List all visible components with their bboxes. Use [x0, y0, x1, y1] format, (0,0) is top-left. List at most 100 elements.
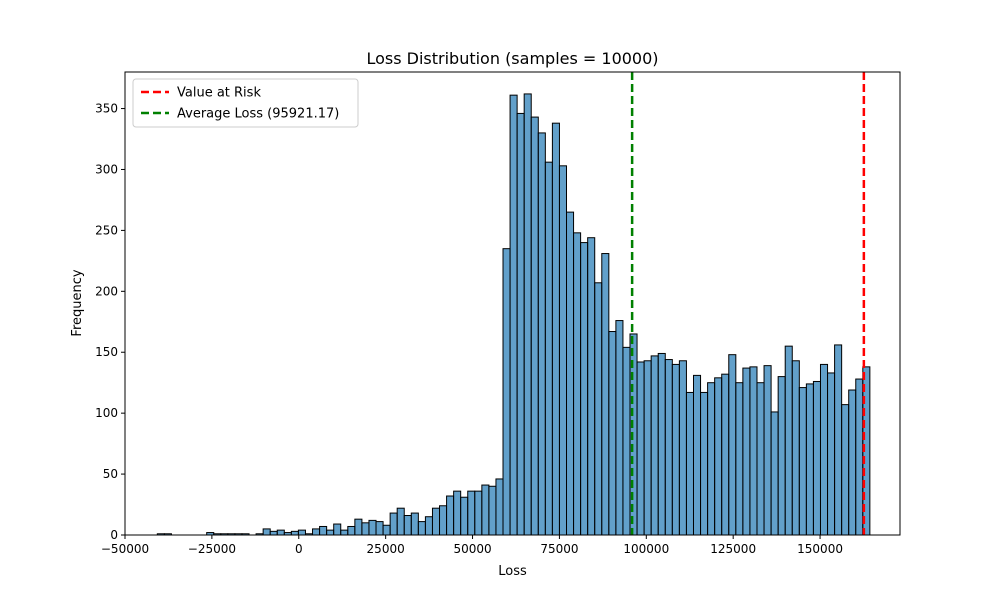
histogram-bar: [544, 161, 553, 536]
histogram-bar: [495, 478, 504, 536]
histogram-bar: [805, 383, 814, 536]
x-tick-label: 125000: [710, 542, 756, 556]
histogram-bar: [516, 112, 525, 536]
histogram-bar: [728, 354, 737, 536]
histogram-bar: [530, 116, 539, 536]
histogram-bar: [558, 165, 568, 536]
histogram-bar: [848, 389, 857, 536]
y-tick-label: 250: [95, 223, 118, 237]
histogram-bar: [700, 391, 709, 536]
histogram-bar: [566, 211, 575, 536]
histogram-bar: [403, 515, 412, 536]
histogram-bar: [841, 404, 850, 536]
x-tick-label: 0: [295, 542, 303, 556]
chart-title: Loss Distribution (samples = 10000): [366, 49, 658, 68]
x-tick-label: 25000: [367, 542, 405, 556]
histogram-bar: [587, 237, 596, 536]
histogram-bar: [537, 132, 546, 536]
histogram-bar: [467, 490, 476, 536]
histogram-bar: [692, 374, 702, 536]
histogram-bar: [756, 382, 765, 536]
y-axis-label: Frequency: [70, 269, 85, 336]
histogram-bar: [622, 346, 631, 536]
x-axis: −50000 −25000 0 25000 50000 75000 100000 125000…: [101, 535, 843, 556]
histogram-bar: [664, 359, 673, 536]
histogram-bar: [488, 485, 497, 536]
histogram-bar: [636, 361, 645, 536]
histogram-bar: [819, 363, 829, 536]
histogram-bar: [269, 530, 278, 536]
y-tick-label: 100: [95, 406, 118, 420]
y-tick-label: 350: [95, 102, 118, 116]
histogram-bar: [410, 512, 419, 536]
histogram-bar: [375, 521, 384, 536]
x-tick-label: −50000: [101, 542, 149, 556]
histogram-bar: [714, 377, 723, 536]
plot-frame: [124, 71, 901, 536]
y-tick-label: 300: [95, 162, 118, 176]
histogram-bar: [671, 363, 680, 536]
x-axis-label: Loss: [498, 564, 527, 579]
histogram-bar: [643, 360, 652, 536]
histogram-bar: [777, 376, 786, 536]
histogram-bar: [276, 529, 285, 536]
histogram-bar: [608, 331, 617, 536]
histogram-bar: [650, 355, 659, 536]
y-axis: 0 50 100 150 200 250 300 350: [95, 102, 125, 542]
histogram-bar: [551, 122, 560, 536]
y-tick-label: 150: [95, 345, 118, 359]
y-tick-label: 200: [95, 284, 118, 298]
histogram-bar: [396, 507, 405, 536]
histogram-bar: [580, 242, 589, 536]
histogram-bar: [347, 525, 356, 536]
y-tick-label: 0: [110, 528, 118, 542]
histogram-bar: [439, 505, 448, 536]
legend-box: [132, 78, 359, 128]
histogram-bar: [573, 232, 582, 536]
histogram-bar: [678, 360, 687, 536]
histogram-bar: [594, 282, 603, 536]
histogram-bar: [333, 523, 342, 536]
histogram-bar: [474, 490, 483, 536]
x-tick-label: 50000: [453, 542, 491, 556]
legend-value-at-risk-label: Value at Risk: [177, 86, 261, 101]
histogram-bar: [791, 360, 800, 536]
histogram-bar: [798, 387, 807, 536]
histogram-bar: [834, 344, 843, 536]
x-tick-label: 100000: [623, 542, 669, 556]
histogram-bar: [721, 373, 730, 536]
histogram-bar: [812, 380, 821, 536]
x-tick-label: 75000: [540, 542, 578, 556]
x-tick-label: 150000: [797, 542, 843, 556]
histogram-bar: [707, 382, 716, 536]
histogram-bar: [685, 391, 694, 536]
histogram-bar: [509, 94, 518, 536]
histogram-bar: [417, 521, 426, 536]
histogram-bar: [460, 496, 469, 536]
histogram-bar: [340, 529, 349, 536]
histogram-bar: [382, 524, 391, 536]
histogram-bar: [742, 367, 751, 536]
histogram-bar: [354, 518, 363, 536]
legend: Value at Risk Average Loss (95921.17): [132, 78, 359, 128]
histogram-bar: [523, 93, 532, 536]
histogram-bar: [657, 352, 666, 536]
histogram-bar: [453, 490, 462, 536]
histogram-bar: [784, 345, 793, 536]
histogram-bar: [601, 253, 610, 536]
histogram-bar: [827, 372, 836, 536]
histogram-bar: [424, 516, 433, 536]
histogram-bar: [502, 248, 511, 536]
histogram-bar: [312, 528, 321, 536]
histogram-bar: [749, 366, 758, 536]
histogram-bar: [262, 528, 271, 536]
histogram-bar: [290, 530, 299, 536]
histogram-bar: [446, 495, 455, 536]
histogram-bar: [389, 512, 398, 536]
histogram-bar: [481, 484, 490, 536]
histogram-bar: [763, 365, 772, 536]
histogram-bar: [735, 382, 744, 536]
histogram-bar: [368, 519, 377, 536]
